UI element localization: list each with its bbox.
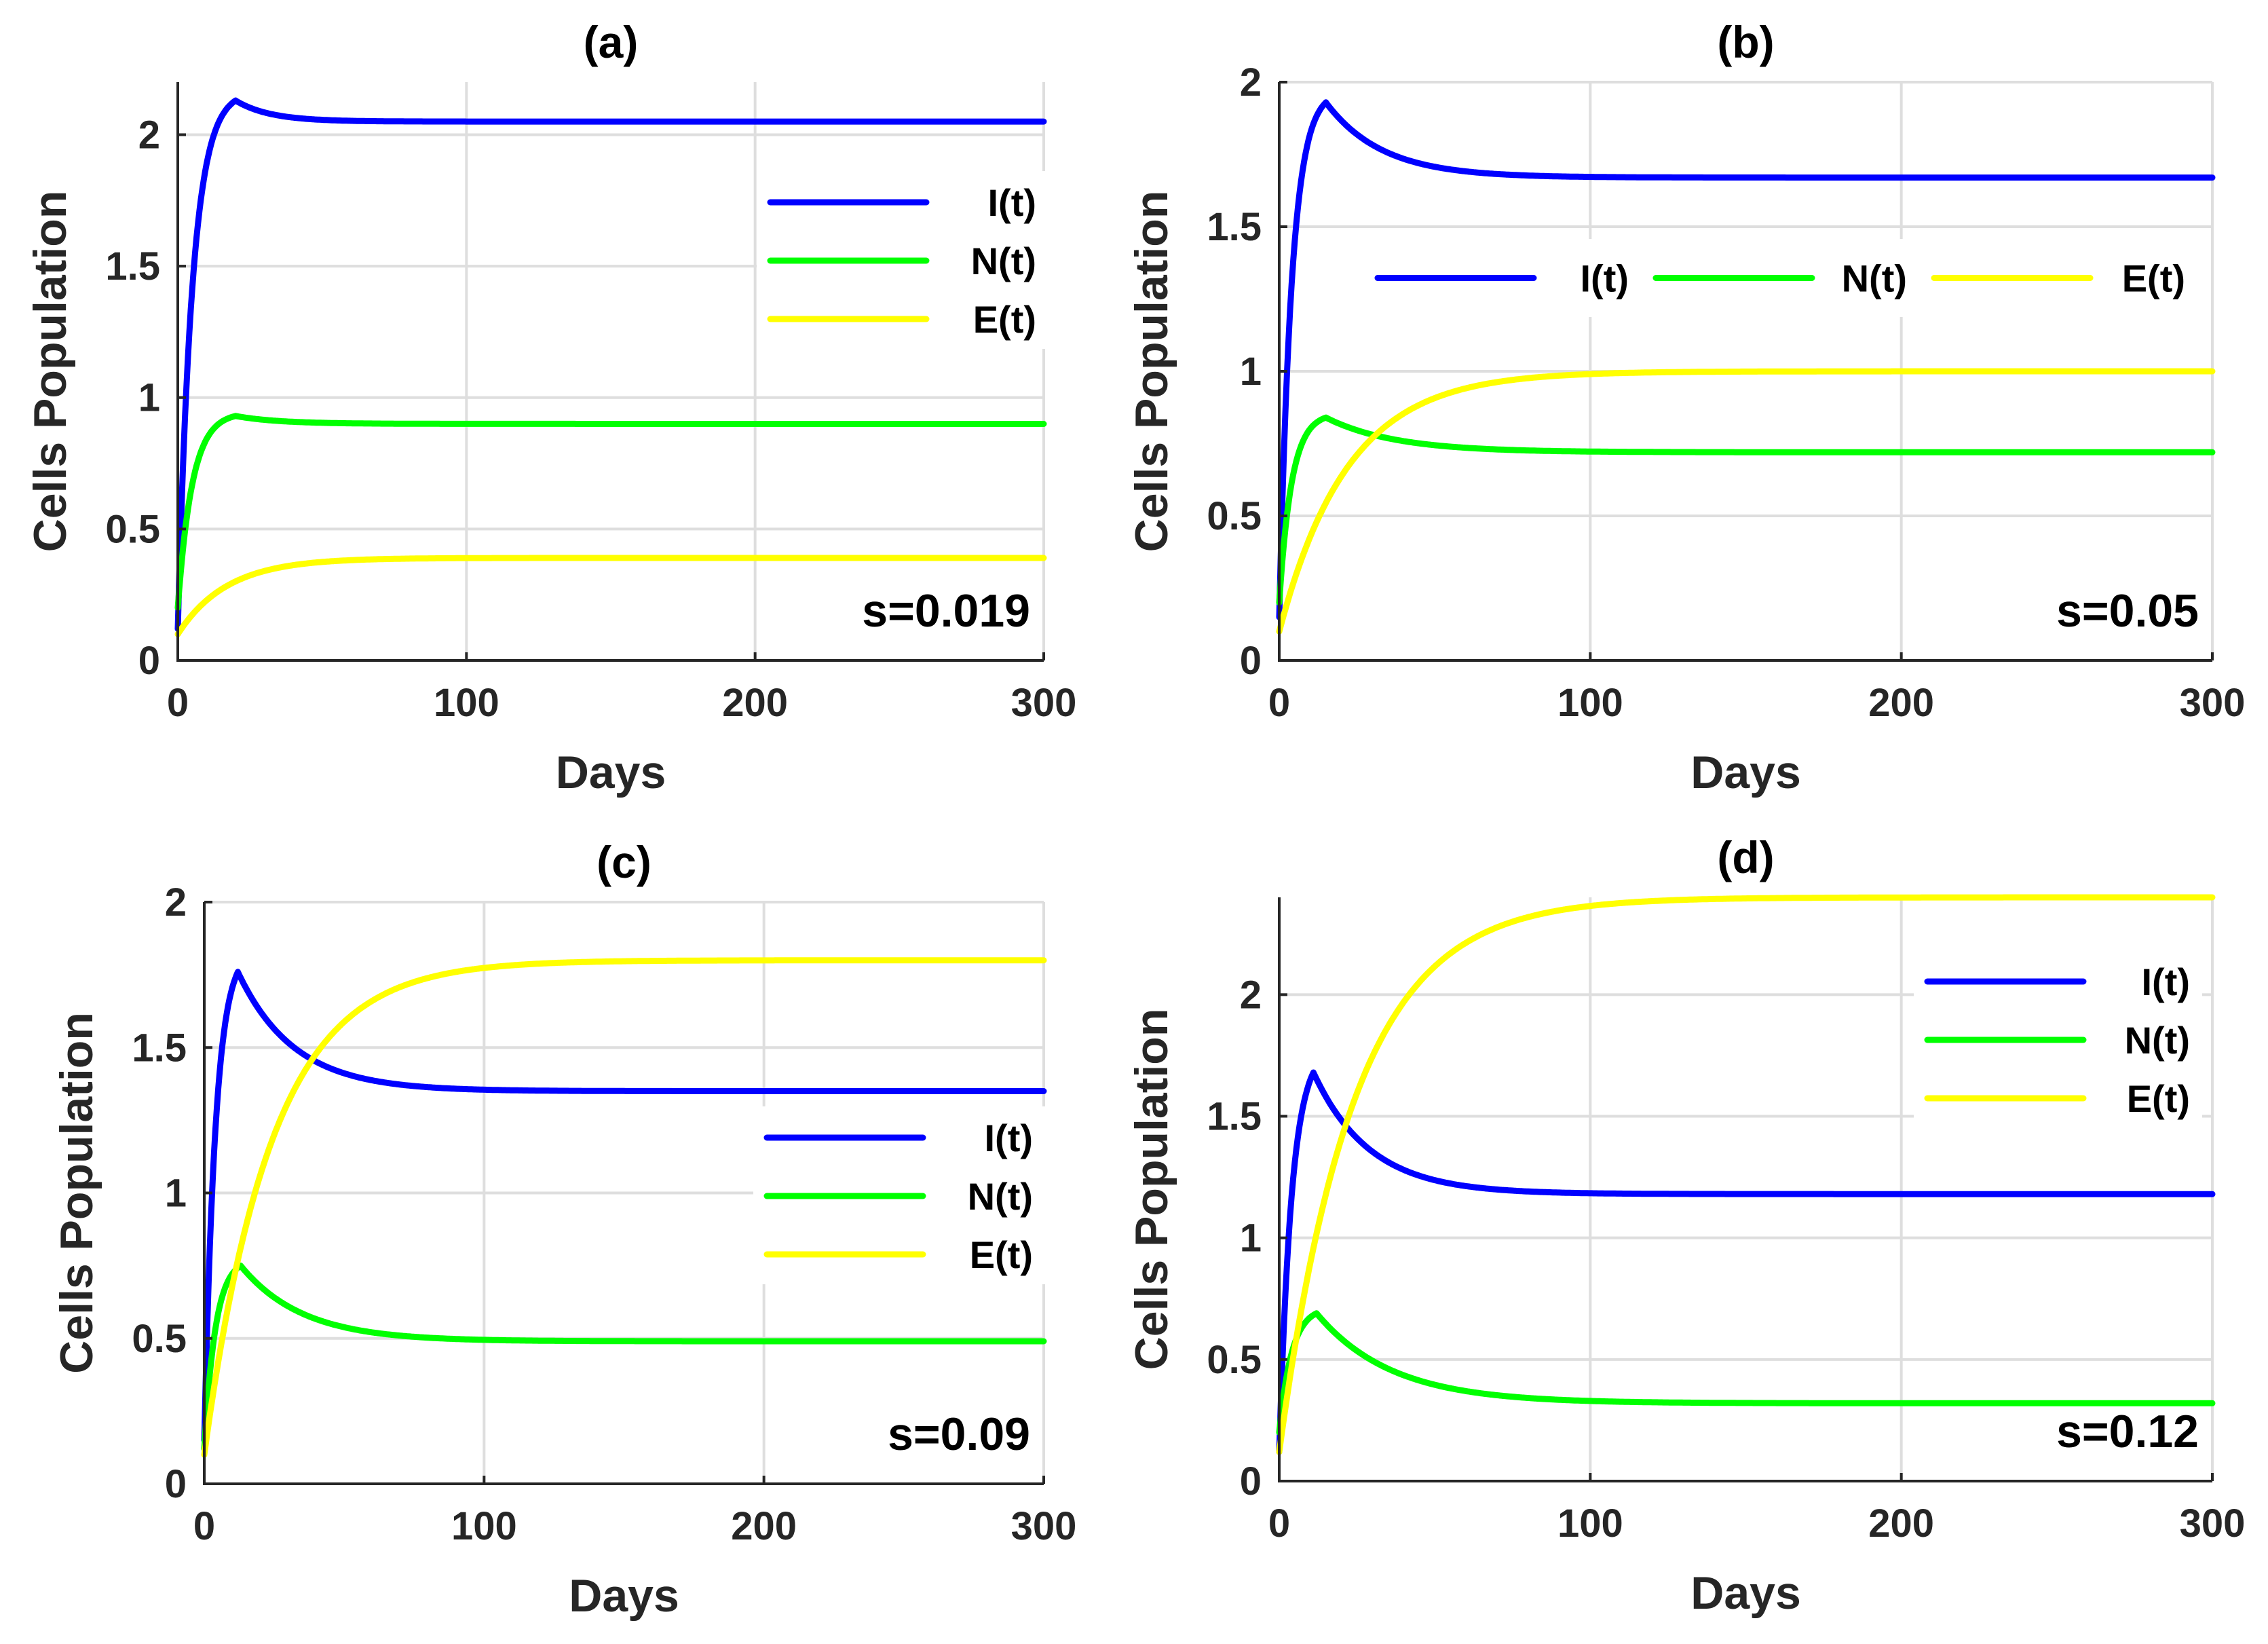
y-tick-label: 0.5 [1207, 1338, 1262, 1382]
y-tick-label: 1.5 [1207, 1095, 1262, 1139]
series-line-a-0 [174, 97, 1047, 632]
y-tick-label: 0.5 [1207, 494, 1262, 538]
legend-label-0: I(t) [1580, 257, 1629, 300]
legend-label-2: E(t) [973, 298, 1036, 341]
chart-title: (a) [584, 17, 639, 67]
y-tick-label: 1 [165, 1172, 187, 1216]
x-tick-label: 0 [193, 1504, 215, 1548]
y-tick-label: 1 [138, 376, 160, 420]
x-tick-label: 300 [2180, 1501, 2246, 1546]
x-axis-label: Days [1690, 1567, 1801, 1619]
series-line-d-1 [1276, 1310, 2216, 1436]
series-line-a-1 [174, 413, 1047, 611]
x-tick-label: 200 [1868, 1501, 1934, 1546]
chart-panel-b: 0 100 200 300 0 0.5 1 1.5 2 (b) Days Cells Populati… [1126, 17, 2245, 798]
y-tick-label: 0 [138, 639, 160, 683]
y-tick-label: 1.5 [1207, 205, 1262, 249]
series-line-b-0 [1276, 99, 2216, 620]
x-tick-label: 0 [1268, 681, 1290, 725]
chart-panel-a: 0 100 200 300 0 0.5 1 1.5 2 (a) Days Cells Populati… [24, 17, 1076, 798]
y-tick-label: 0.5 [132, 1317, 187, 1361]
y-axis-label: Cells Population [1126, 191, 1177, 553]
chart-panel-d: 0 100 200 300 0 0.5 1 1.5 2 (d) Days Cells Populati… [1126, 832, 2245, 1619]
chart-title: (c) [597, 837, 651, 887]
y-tick-label: 2 [1240, 973, 1262, 1017]
legend-label-0: I(t) [987, 181, 1036, 224]
series-line-c-2 [201, 957, 1047, 1458]
legend-label-2: E(t) [970, 1233, 1033, 1276]
legend-label-0: I(t) [2141, 960, 2190, 1003]
x-tick-label: 300 [2180, 681, 2246, 725]
legend-label-2: E(t) [2122, 257, 2185, 300]
y-tick-label: 2 [165, 880, 187, 924]
x-tick-label: 100 [451, 1504, 517, 1548]
legend-label-1: N(t) [2125, 1019, 2190, 1062]
series-line-c-1 [201, 1263, 1047, 1453]
y-tick-label: 1.5 [132, 1026, 187, 1070]
x-tick-label: 0 [167, 681, 189, 725]
y-tick-label: 0 [1240, 1459, 1262, 1503]
chart-title: (b) [1717, 17, 1774, 67]
x-tick-label: 200 [1868, 681, 1934, 725]
series-line-b-1 [1276, 414, 2216, 606]
legend-label-1: N(t) [968, 1175, 1033, 1218]
legend-label-1: N(t) [1842, 257, 1907, 300]
annotation-s-value: s=0.019 [862, 585, 1030, 637]
x-tick-label: 300 [1011, 681, 1077, 725]
series-line-a-2 [174, 555, 1047, 637]
y-tick-label: 2 [1240, 60, 1262, 105]
annotation-s-value: s=0.12 [2056, 1406, 2199, 1457]
y-axis-label: Cells Population [1126, 1009, 1177, 1370]
x-axis-label: Days [569, 1570, 679, 1622]
legend-label-2: E(t) [2127, 1077, 2190, 1120]
y-tick-label: 0 [165, 1462, 187, 1506]
series-line-d-2 [1276, 894, 2216, 1455]
y-tick-label: 1.5 [105, 244, 160, 288]
y-tick-label: 2 [138, 113, 160, 157]
x-tick-label: 100 [1557, 681, 1623, 725]
x-tick-label: 100 [1557, 1501, 1623, 1546]
x-tick-label: 200 [722, 681, 788, 725]
series-line-b-2 [1276, 368, 2216, 635]
y-axis-label: Cells Population [24, 191, 76, 553]
series-line-c-0 [201, 969, 1047, 1444]
y-tick-label: 0.5 [105, 507, 160, 551]
annotation-s-value: s=0.05 [2056, 585, 2199, 637]
series-line-d-0 [1276, 1069, 2216, 1455]
y-axis-label: Cells Population [51, 1012, 102, 1374]
y-tick-label: 1 [1240, 350, 1262, 394]
x-tick-label: 100 [434, 681, 499, 725]
y-tick-label: 1 [1240, 1216, 1262, 1260]
x-tick-label: 0 [1268, 1501, 1290, 1546]
legend-label-0: I(t) [984, 1117, 1033, 1159]
x-axis-label: Days [556, 747, 666, 798]
annotation-s-value: s=0.09 [888, 1408, 1030, 1460]
y-tick-label: 0 [1240, 639, 1262, 683]
chart-panel-c: 0 100 200 300 0 0.5 1 1.5 2 (c) Days Cells Populati… [51, 837, 1076, 1622]
chart-title: (d) [1717, 832, 1774, 882]
legend-label-1: N(t) [971, 240, 1036, 282]
x-axis-label: Days [1690, 747, 1801, 798]
x-tick-label: 200 [731, 1504, 797, 1548]
x-tick-label: 300 [1011, 1504, 1077, 1548]
